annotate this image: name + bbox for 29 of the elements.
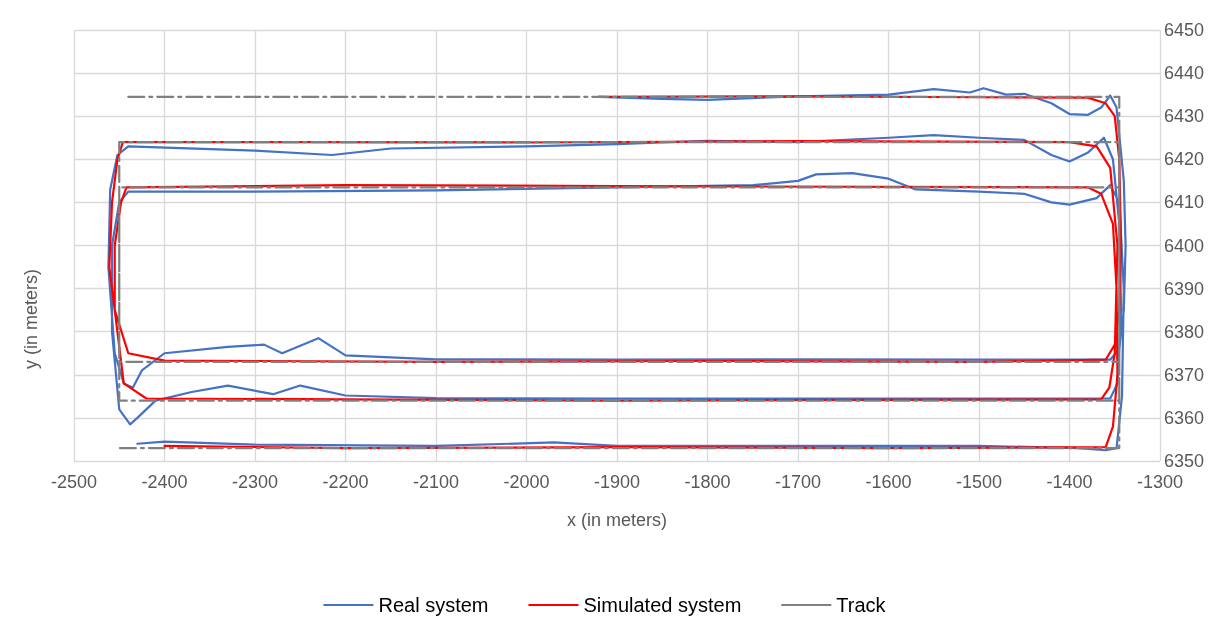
legend-label: Real system: [378, 594, 489, 616]
x-tick-label: -2500: [50, 472, 98, 492]
x-axis-title: x (in meters): [566, 510, 668, 530]
y-tick-label: 6430: [1164, 106, 1205, 127]
x-tick-label: -2400: [141, 472, 188, 492]
x-tick-label: -2300: [231, 472, 279, 492]
x-tick-label: -2100: [412, 472, 460, 492]
y-axis-title: y (in meters): [21, 268, 41, 370]
y-tick-label: 6370: [1164, 364, 1205, 385]
x-tick-label: -1800: [684, 472, 731, 492]
x-tick-label: -1900: [593, 472, 641, 492]
y-tick-label: 6440: [1164, 63, 1205, 84]
y-tick-label: 6390: [1164, 278, 1205, 299]
y-tick-label: 6380: [1164, 321, 1205, 342]
y-tick-label: 6450: [1164, 20, 1205, 40]
y-tick-label: 6400: [1164, 235, 1205, 256]
legend-label: Track: [836, 594, 887, 616]
x-tick-label: -1400: [1046, 472, 1093, 492]
x-tick-label: -1500: [955, 472, 1003, 492]
y-tick-label: 6360: [1164, 407, 1205, 428]
y-tick-label: 6350: [1164, 451, 1205, 471]
x-tick-label: -2000: [503, 472, 550, 492]
y-tick-label: 6420: [1164, 149, 1205, 170]
x-tick-label: -2200: [322, 472, 369, 492]
x-tick-label: -1300: [1136, 472, 1184, 492]
x-tick-label: -1700: [774, 472, 822, 492]
legend-label: Simulated system: [583, 594, 742, 616]
y-tick-label: 6410: [1164, 192, 1205, 213]
x-tick-label: -1600: [865, 472, 912, 492]
